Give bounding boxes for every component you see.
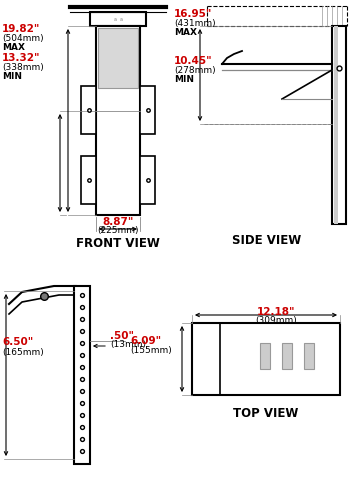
Text: .50": .50" [110,331,134,341]
Text: a  a: a a [113,16,122,22]
Text: 12.18": 12.18" [257,307,295,317]
Text: (504mm): (504mm) [2,34,44,43]
Bar [304,343,314,369]
Text: 8.87": 8.87" [102,217,134,227]
Bar [332,26,346,224]
Text: 13.32": 13.32" [2,53,40,63]
Bar [140,156,155,204]
Bar [74,286,90,464]
Bar [81,86,96,134]
Text: (155mm): (155mm) [130,346,172,355]
Bar [260,343,270,369]
Text: 16.95": 16.95" [174,9,212,19]
Bar [192,323,340,395]
Bar [90,12,146,26]
Text: MIN: MIN [2,72,22,81]
Text: (165mm): (165mm) [2,347,44,356]
Text: SIDE VIEW: SIDE VIEW [232,234,302,247]
Text: 10.45": 10.45" [174,56,213,66]
Text: 6.50": 6.50" [2,337,33,347]
Text: (278mm): (278mm) [174,66,216,75]
Text: (309mm): (309mm) [255,316,297,325]
Text: (13mm): (13mm) [110,341,146,350]
Text: FRONT VIEW: FRONT VIEW [76,237,160,250]
Text: BRACKET DETAIL: BRACKET DETAIL [0,478,112,479]
Text: (431mm): (431mm) [174,19,216,28]
Bar [96,26,140,215]
Text: 6.09": 6.09" [130,336,161,346]
Bar [81,156,96,204]
Text: 19.82": 19.82" [2,24,40,34]
Bar [282,343,292,369]
Text: MAX: MAX [2,43,25,52]
Bar [98,28,138,88]
Text: (225mm): (225mm) [97,226,139,235]
Text: MAX: MAX [174,28,197,37]
Text: TOP VIEW: TOP VIEW [233,407,299,420]
Text: (338mm): (338mm) [2,63,44,72]
Text: MIN: MIN [174,75,194,84]
Bar [140,86,155,134]
Bar [334,26,338,224]
